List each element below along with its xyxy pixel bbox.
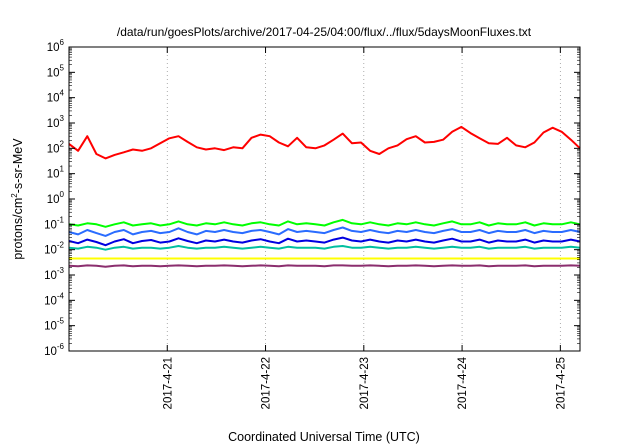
y-tick-label: 10-6 [44,342,64,358]
y-axis-label: protons/cm2-s-sr-MeV [10,138,25,260]
series-layer [68,125,581,268]
y-tick-label: 10-1 [44,215,64,231]
x-tick-label: 2017-4-22 [261,357,273,409]
y-tick-label: 10-4 [44,291,64,307]
y-axis-label-sup: 2 [10,193,19,198]
series-line [68,125,581,160]
plot-frame [68,46,581,352]
y-tick-label: 101 [47,165,65,181]
x-tick-label: 2017-4-21 [162,357,174,409]
y-tick-label: 100 [47,190,65,206]
y-axis-ticks: 10-6 10-5 10-4 10-3 10-2 10-1 100 101 102 103 104 1… [44,38,580,358]
y-tick-label: 103 [47,114,65,130]
y-tick-label: 102 [47,139,65,155]
y-tick-label: 10-3 [44,266,64,282]
y-axis-label-main: protons/cm [11,198,25,260]
y-tick-label: 104 [47,89,65,105]
x-tick-label: 2017-4-24 [457,356,469,409]
y-tick-label: 105 [47,63,65,79]
series-line [68,236,581,247]
x-axis-ticks: 2017-4-21 2017-4-22 2017-4-23 2017-4-24 2017… [162,47,567,409]
series-line [68,226,581,237]
y-tick-label: 10-2 [44,241,64,257]
x-axis-label: Coordinated Universal Time (UTC) [228,430,420,444]
grid [166,47,561,351]
y-tick-label: 106 [47,38,65,54]
x-tick-label: 2017-4-23 [359,357,371,409]
chart-title: /data/run/goesPlots/archive/2017-04-25/0… [117,25,532,39]
series-line [68,245,581,251]
series-line [68,218,581,228]
series-line [68,264,581,268]
x-tick-label: 2017-4-25 [555,357,567,409]
y-axis-label-rest: -s-sr-MeV [11,138,25,194]
y-tick-label: 10-5 [44,317,64,333]
